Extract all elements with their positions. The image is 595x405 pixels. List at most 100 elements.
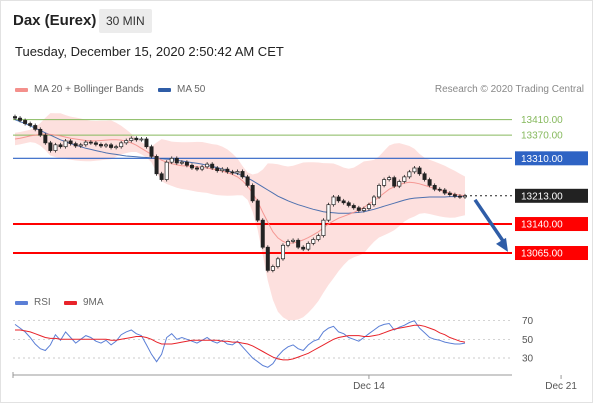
candle-body (215, 167, 220, 172)
candle-body (33, 125, 38, 130)
candle-body (38, 128, 43, 136)
candle-body (442, 189, 447, 194)
candle-body (255, 200, 260, 221)
candle-body (457, 195, 462, 198)
candle-body (346, 202, 351, 206)
candle-body (377, 185, 382, 198)
candle-body (124, 140, 129, 144)
candle-body (48, 142, 53, 151)
level-label-bg (515, 188, 588, 203)
interval-badge[interactable]: 30 MIN (99, 9, 152, 33)
legend-rsi-ma-swatch (64, 300, 77, 305)
candle-body (104, 144, 109, 147)
copyright-text: Research © 2020 Trading Central (434, 84, 584, 95)
candle-body (437, 188, 442, 191)
candle-body (144, 138, 149, 148)
candle-body (351, 205, 356, 209)
candle-body (220, 168, 225, 172)
candle-body (265, 246, 270, 271)
candle-body (270, 266, 275, 271)
candle-body (422, 173, 427, 180)
candle-body (240, 171, 245, 178)
candle-body (225, 168, 230, 173)
candle-body (189, 164, 194, 169)
candle-body (341, 200, 346, 204)
candle-body (114, 146, 119, 149)
candle-body (447, 192, 452, 195)
candle-body (366, 204, 371, 209)
candle-body (402, 176, 407, 182)
legend-ma50-swatch (158, 87, 171, 92)
candle-body (43, 134, 48, 144)
candle-body (291, 239, 296, 242)
candle-body (93, 142, 98, 145)
candle-body (306, 242, 311, 250)
candle-body (83, 141, 88, 146)
candle-body (28, 123, 33, 126)
candle-body (184, 161, 189, 166)
candle-body (154, 156, 159, 175)
candle-body (245, 176, 250, 186)
rsi-tick-label: 50 (522, 335, 534, 346)
candle-body (230, 171, 235, 174)
candle-body (356, 207, 361, 211)
forecast-arrow-shaft (473, 198, 507, 245)
candle-body (109, 144, 114, 148)
level-label-bg (515, 151, 588, 166)
candle-body (392, 177, 397, 187)
candle-body (260, 219, 265, 248)
ma20-line (14, 133, 466, 244)
forecast-arrow-head (496, 237, 508, 252)
candle-body (316, 235, 321, 240)
candle-body (387, 177, 392, 180)
level-label: 13370.00 (521, 131, 563, 142)
ma50-line (14, 119, 465, 214)
legend-rsi-label: RSI (34, 297, 51, 308)
candle-body (361, 208, 366, 211)
candle-body (371, 196, 376, 206)
candle-body (13, 116, 17, 119)
legend-rsi-ma-label: 9MA (83, 297, 104, 308)
candle-body (296, 239, 301, 248)
candle-body (63, 140, 68, 148)
candle-body (311, 239, 316, 244)
candle-body (23, 120, 28, 124)
report-timestamp: Tuesday, December 15, 2020 2:50:42 AM CE… (15, 44, 284, 59)
candle-body (149, 146, 154, 157)
level-label-bg (515, 246, 588, 261)
candle-body (179, 161, 184, 164)
candle-body (159, 173, 164, 180)
candles-group (13, 114, 467, 273)
legend-ma50-label: MA 50 (177, 84, 206, 95)
candle-body (331, 196, 336, 206)
bollinger-band-area (15, 113, 465, 321)
candle-body (205, 163, 210, 168)
candle-body (432, 185, 437, 190)
candle-body (407, 171, 412, 178)
candle-body (301, 246, 306, 250)
candle-body (427, 179, 432, 186)
candle-body (210, 163, 215, 169)
rsi-ma-line (15, 324, 466, 361)
time-axis-label: Dec 21 (545, 381, 577, 392)
candle-body (463, 195, 467, 198)
candle-body (280, 244, 285, 260)
candle-body (286, 241, 291, 246)
candle-body (119, 142, 124, 148)
instrument-title: Dax (Eurex) (13, 12, 97, 29)
legend-ma50: MA 50 (158, 84, 205, 95)
candle-body (235, 171, 240, 174)
candle-body (336, 196, 341, 202)
level-label: 13310.00 (521, 154, 563, 165)
candle-body (200, 166, 205, 170)
level-label: 13213.00 (521, 191, 563, 202)
candle-body (321, 219, 326, 236)
level-label: 13410.00 (521, 115, 563, 126)
candle-body (129, 137, 134, 141)
candle-body (78, 144, 83, 147)
candle-body (169, 157, 174, 163)
candle-body (382, 179, 387, 186)
candle-body (98, 144, 103, 147)
